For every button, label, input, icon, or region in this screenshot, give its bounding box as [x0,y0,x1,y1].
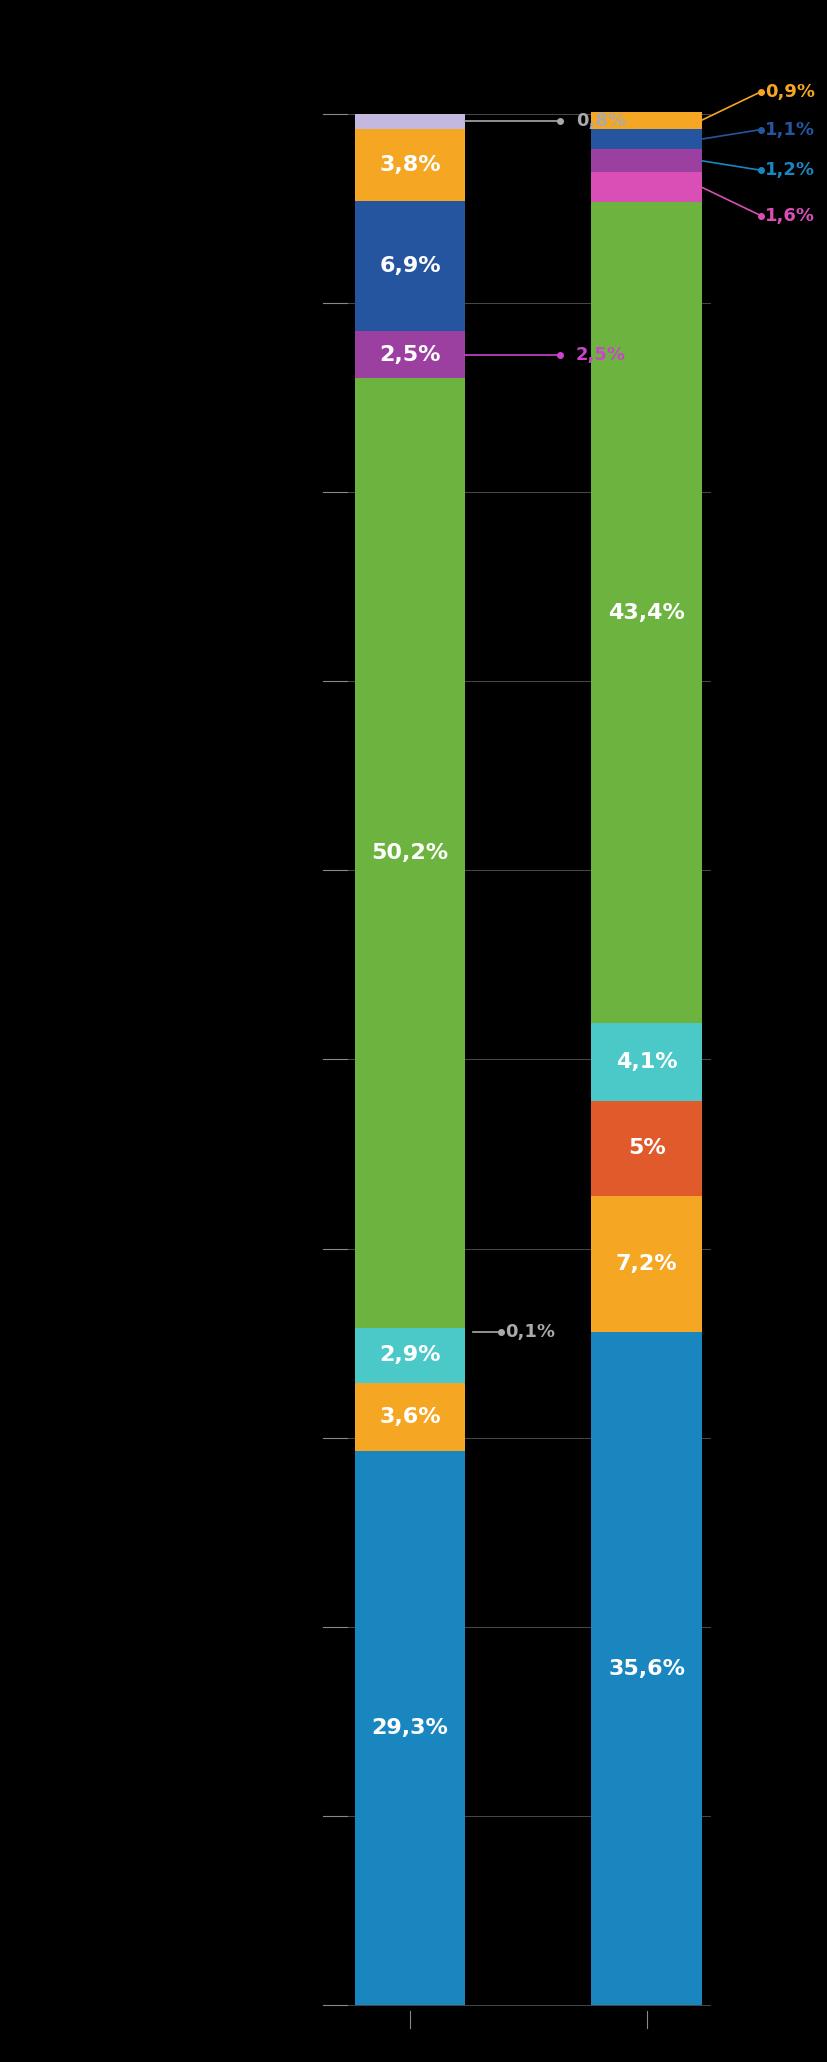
Text: 1,2%: 1,2% [764,161,814,179]
Text: 0,9%: 0,9% [764,82,814,101]
Bar [590,171,701,202]
Text: 1,1%: 1,1% [764,120,814,138]
Bar [590,1196,701,1332]
Text: 3,8%: 3,8% [379,155,440,175]
Text: 1,6%: 1,6% [764,206,814,225]
Bar [355,128,465,200]
Text: 4,1%: 4,1% [615,1052,676,1072]
Bar [355,200,465,332]
Bar [590,202,701,1023]
Text: 0,1%: 0,1% [504,1324,554,1340]
Text: 0,8%: 0,8% [575,111,625,130]
Bar [590,111,701,128]
Bar [355,113,465,128]
Text: 50,2%: 50,2% [371,843,448,864]
Text: 3,6%: 3,6% [379,1406,440,1427]
Bar [355,377,465,1328]
Bar [590,1332,701,2004]
Bar [590,128,701,148]
Text: 7,2%: 7,2% [615,1254,676,1274]
Text: 5%: 5% [627,1138,665,1159]
Bar [355,1328,465,1384]
Bar [590,148,701,171]
Text: 6,9%: 6,9% [379,256,440,276]
Bar [590,1023,701,1101]
Text: 29,3%: 29,3% [371,1718,448,1738]
Bar [590,1101,701,1196]
Bar [355,332,465,377]
Text: 2,9%: 2,9% [379,1344,440,1365]
Text: 2,5%: 2,5% [575,346,625,363]
Text: 43,4%: 43,4% [608,602,684,623]
Text: 2,5%: 2,5% [379,344,440,365]
Bar [355,1452,465,2004]
Text: 35,6%: 35,6% [607,1658,684,1678]
Bar [355,1384,465,1452]
